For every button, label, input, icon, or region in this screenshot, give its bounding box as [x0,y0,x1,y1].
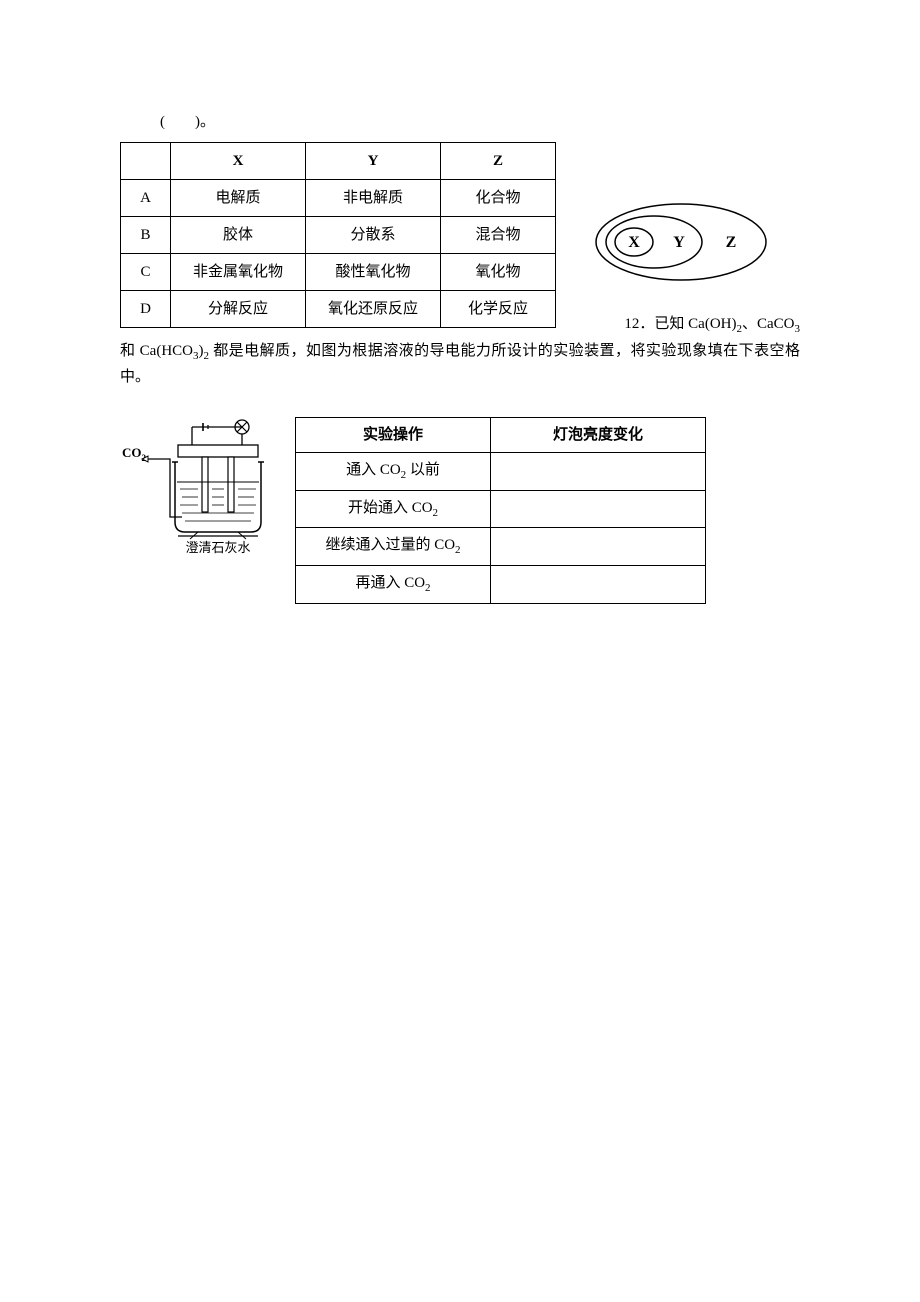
table-header-row: X Y Z [121,143,556,180]
cell-operation: 开始通入 CO2 [296,490,491,528]
classification-table: X Y Z A 电解质 非电解质 化合物 B 胶体 分散系 混合物 C 非金属氧… [120,142,556,328]
q12-frag: 和 Ca(HCO [120,343,193,359]
subscript: 2 [142,453,147,463]
cell-label: D [121,291,171,328]
answer-blank: ( )。 [160,110,800,134]
cell: 氧化还原反应 [306,291,441,328]
cell: 氧化物 [441,254,556,291]
cell: 混合物 [441,217,556,254]
venn-svg: X Y Z [586,197,776,287]
q12-frag: 已知 Ca(OH) [654,316,736,332]
table-row: 通入 CO2 以前 [296,453,706,491]
header-y: Y [306,143,441,180]
cell: 非电解质 [306,180,441,217]
header-x: X [171,143,306,180]
table-row: A 电解质 非电解质 化合物 [121,180,556,217]
question-12-text: 12．已知 Ca(OH)2、CaCO3 和 Ca(HCO3)2 都是电解质，如图… [120,334,800,389]
header-z: Z [441,143,556,180]
cell-value [491,453,706,491]
q12-rest: 都是电解质，如图为根据溶液的导电能力所设计的实验装置，将实验现象填在下表空格中。 [120,343,800,386]
cell-value [491,490,706,528]
cell: 胶体 [171,217,306,254]
table-row: 开始通入 CO2 [296,490,706,528]
cell-operation: 继续通入过量的 CO2 [296,528,491,566]
header-blank [121,143,171,180]
venn-label-z: Z [726,234,737,251]
cell: 非金属氧化物 [171,254,306,291]
venn-label-y: Y [673,234,685,251]
cell-label: B [121,217,171,254]
table-row: B 胶体 分散系 混合物 [121,217,556,254]
cell-value [491,565,706,603]
cell-operation: 通入 CO2 以前 [296,453,491,491]
experiment-table: 实验操作 灯泡亮度变化 通入 CO2 以前 开始通入 CO2 继续通入过量的 C… [295,417,706,603]
svg-text:CO2: CO2 [122,445,147,463]
apparatus-caption: 澄清石灰水 [185,540,250,555]
q12-frag: 、CaCO [742,316,795,332]
q11-layout: X Y Z A 电解质 非电解质 化合物 B 胶体 分散系 混合物 C 非金属氧… [120,142,800,328]
table-header-row: 实验操作 灯泡亮度变化 [296,418,706,453]
venn-label-x: X [628,234,640,251]
cell: 分散系 [306,217,441,254]
cell: 电解质 [171,180,306,217]
experiment-row: CO2 澄清石灰水 实验操作 灯泡亮度变化 通入 CO2 以前 开始通入 CO2… [120,417,800,603]
cell-operation: 再通入 CO2 [296,565,491,603]
apparatus-svg: CO2 澄清石灰水 [120,417,275,557]
table-row: 再通入 CO2 [296,565,706,603]
venn-diagram: X Y Z [586,197,776,295]
cell-label: C [121,254,171,291]
q12-number: 12． [624,316,654,332]
cell: 分解反应 [171,291,306,328]
cell: 酸性氧化物 [306,254,441,291]
table-row: 继续通入过量的 CO2 [296,528,706,566]
table-row: C 非金属氧化物 酸性氧化物 氧化物 [121,254,556,291]
table-row: D 分解反应 氧化还原反应 化学反应 [121,291,556,328]
header-operation: 实验操作 [296,418,491,453]
cell: 化学反应 [441,291,556,328]
cell: 化合物 [441,180,556,217]
subscript: 3 [795,323,801,335]
apparatus-diagram: CO2 澄清石灰水 [120,417,275,565]
cell-value [491,528,706,566]
co2-label: CO [122,445,142,460]
cell-label: A [121,180,171,217]
header-brightness: 灯泡亮度变化 [491,418,706,453]
question-11-area: ( )。 X Y Z A 电解质 非电解质 化合物 B 胶体 分散系 混合物 [120,110,800,389]
